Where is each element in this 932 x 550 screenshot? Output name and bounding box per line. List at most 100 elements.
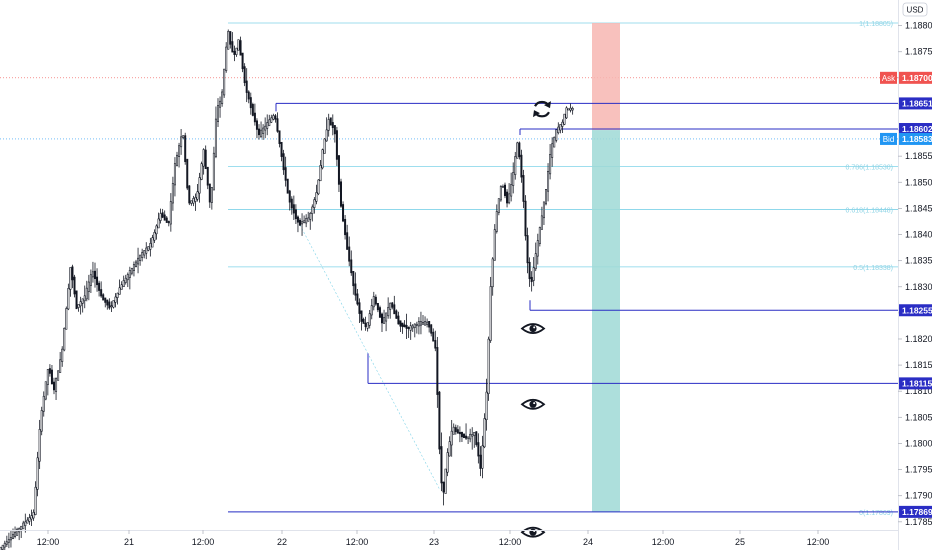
candle-body [143, 250, 146, 256]
y-tick-label: 1.18500 [905, 177, 932, 187]
candle-body [405, 325, 408, 329]
candle-body [132, 264, 135, 271]
candle-body [491, 258, 494, 288]
y-tick-label: 1.18300 [905, 282, 932, 292]
candle-body [294, 209, 297, 220]
candle-body [549, 154, 552, 175]
eye-icon[interactable] [520, 526, 546, 538]
candle-body [214, 118, 217, 157]
candle-body [327, 119, 330, 131]
candle-body [16, 528, 19, 536]
candle-body [368, 313, 371, 326]
svg-text:1.18651: 1.18651 [902, 98, 932, 108]
candle-body [204, 149, 207, 170]
candle-body [180, 136, 183, 148]
candle-body [241, 52, 244, 70]
candle-body [385, 312, 388, 322]
candle-body [481, 445, 484, 469]
candles [0, 29, 574, 550]
currency-box[interactable] [902, 2, 928, 17]
chart-icons[interactable] [520, 100, 551, 538]
candle-body [471, 434, 474, 437]
candle-body [553, 136, 556, 148]
x-tick-label: 21 [124, 537, 134, 547]
horizontal-levels[interactable] [228, 102, 898, 513]
candle-body [378, 307, 381, 318]
candle-body [344, 218, 347, 236]
candle-body [237, 39, 240, 51]
candle-body [85, 287, 88, 300]
candle-body [190, 200, 193, 204]
candle-body [569, 107, 572, 111]
svg-text:1.17869: 1.17869 [902, 507, 932, 517]
fib-level-label: 0.786(1.18530) [846, 165, 893, 172]
candle-body [161, 212, 164, 218]
candle-body [208, 183, 211, 203]
candle-body [122, 280, 125, 288]
y-tick-label: 1.18000 [905, 438, 932, 448]
svg-text:Ask: Ask [882, 74, 896, 83]
candle-body [411, 325, 414, 329]
candle-body [462, 433, 465, 439]
candle-body [251, 104, 254, 116]
candle-body [120, 284, 123, 290]
candle-body [401, 322, 404, 327]
candle-body [417, 321, 420, 327]
candle-body [272, 115, 275, 120]
candle-body [360, 310, 363, 322]
candle-body [387, 307, 390, 317]
y-tick-label: 1.18200 [905, 334, 932, 344]
candle-body [137, 257, 140, 265]
candle-body [555, 129, 558, 141]
candle-body [428, 321, 431, 328]
eye-icon[interactable] [520, 398, 546, 410]
candle-body [196, 191, 199, 200]
candle-body [350, 259, 353, 274]
candle-body [477, 442, 480, 457]
x-tick-label: 12:00 [37, 537, 60, 547]
candle-body [407, 327, 410, 329]
candle-body [264, 125, 267, 131]
candle-body [135, 261, 138, 267]
x-tick-label: 12:00 [499, 537, 522, 547]
candle-body [124, 277, 127, 283]
candle-body [20, 525, 23, 531]
candle-body [157, 218, 160, 229]
price-tags: 1.18651 1.18602 1.18255 1.18115 1.17869 Ask 1.… [880, 71, 932, 518]
refresh-icon[interactable] [533, 100, 551, 118]
candle-body [329, 117, 332, 126]
time-axis[interactable]: 12:00 21 12:00 22 12:00 23 12:00 24 12:00 25 12:00 [37, 530, 830, 547]
candle-body [532, 267, 535, 281]
candle-body [67, 288, 70, 310]
range-box[interactable] [592, 22, 620, 512]
candle-body [337, 155, 340, 185]
candle-body [421, 321, 424, 325]
candle-body [151, 237, 154, 248]
candle-body [65, 308, 68, 330]
candle-body [231, 41, 234, 53]
candle-body [456, 429, 459, 434]
candle-body [284, 167, 287, 181]
candle-body [159, 213, 162, 221]
candle-body [104, 297, 107, 303]
candle-body [98, 282, 101, 291]
candle-body [467, 436, 470, 439]
candle-body [219, 100, 222, 108]
candle-body [503, 184, 506, 197]
currency-label: USD [907, 6, 924, 15]
candle-body [239, 40, 242, 56]
candle-body [163, 214, 166, 221]
x-tick-label: 12:00 [192, 537, 215, 547]
candle-body [376, 302, 379, 311]
candle-body [110, 305, 113, 308]
candle-body [551, 143, 554, 158]
level-price-tag: 1.18651 [899, 97, 932, 110]
candle-body [288, 190, 291, 203]
candle-body [483, 418, 486, 448]
y-tick-label: 1.17850 [905, 517, 932, 527]
candle-body [257, 128, 260, 136]
candle-body [530, 276, 533, 283]
eye-icon[interactable] [520, 323, 546, 334]
candle-body [567, 108, 570, 111]
